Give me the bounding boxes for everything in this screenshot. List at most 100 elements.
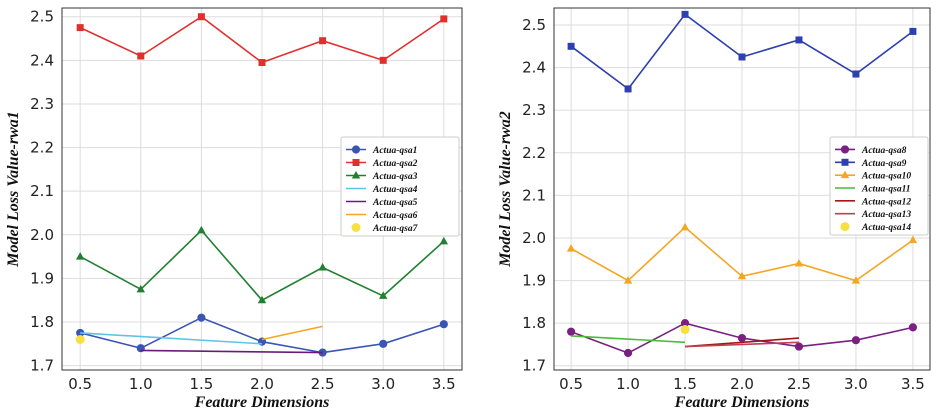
y-tick-label: 2.5 [30,8,54,26]
data-point [624,85,632,93]
legend-box [340,136,460,237]
data-point [136,284,145,293]
y-tick-label: 2.0 [522,229,546,247]
series-actua-qsa3 [75,225,449,304]
x-tick-label: 1.0 [129,375,153,393]
y-tick-label: 2.1 [30,182,54,200]
legend-label: Actua-qsa3 [372,172,418,182]
x-tick-label: 1.5 [673,375,697,393]
x-tick-label: 3.0 [371,375,395,393]
data-point [909,27,917,35]
y-tick-label: 2.3 [522,101,546,119]
y-tick-label: 1.7 [30,357,54,375]
data-point [567,42,575,50]
y-tick-label: 2.4 [30,51,54,69]
data-point [197,13,205,21]
data-point [197,225,206,234]
data-point [623,276,633,284]
legend-swatch-marker [840,145,850,154]
data-point [439,320,448,329]
x-tick-label: 3.0 [844,375,868,393]
data-point [908,323,918,332]
legend-item: Actua-qsa1 [346,145,417,156]
legend-item: Actua-qsa6 [346,211,418,221]
chart-2: 0.5 1.0 1.5 2.0 2.5 3.0 3.5 1.7 1.8 1.9 2.0 2.1 2.2 2… [497,7,931,411]
series-actua-qsa8 [566,319,918,358]
x-tick-label: 1.0 [616,375,640,393]
data-point [852,70,860,78]
legend-label: Actua-qsa11 [861,185,911,195]
chart-1: 0.5 1.0 1.5 2.0 2.5 3.0 3.5 1.7 1.8 1.9 2.0 2.1 2.2 2… [5,7,463,411]
legend-label: Actua-qsa2 [372,159,418,169]
data-point [566,327,576,336]
legend-item: Actua-qsa4 [346,185,418,195]
series-actua-qsa1 [76,313,448,357]
legend: Actua-qsa8 Actua-qsa9 Actua-qsa10 Actua-qsa… [829,136,929,236]
legend-item: Actua-qsa3 [346,171,418,182]
series-actua-qsa7 [75,334,85,344]
legend-label: Actua-qsa12 [861,197,911,207]
legend-item: Actua-qsa10 [835,170,911,182]
legend-swatch-marker [351,223,361,232]
y-axis-label: Model Loss Value-rwa2 [497,111,514,268]
legend-item: Actua-qsa2 [346,159,418,169]
x-tick-label: 2.5 [787,375,811,393]
data-point [566,244,576,252]
x-tick-label: 2.0 [250,375,274,393]
y-tick-label: 2.3 [30,95,54,113]
data-point [318,263,327,271]
legend-label: Actua-qsa1 [372,146,417,156]
series-actua-qsa9 [567,10,917,93]
legend-item: Actua-qsa11 [835,185,911,195]
data-point [440,15,448,23]
y-tick-label: 1.9 [30,269,54,287]
legend-item: Actua-qsa14 [840,222,911,233]
data-point [439,236,449,245]
legend-item: Actua-qsa8 [835,145,907,156]
y-tick-label: 2.4 [522,59,546,77]
legend-swatch-marker [840,170,850,179]
series-line [140,349,323,354]
data-point [257,295,267,304]
data-point [794,342,804,351]
legend-label: Actua-qsa7 [372,224,419,234]
series-line [261,325,323,341]
legend: Actua-qsa1 Actua-qsa2 Actua-qsa3 Actua-qsa4… [340,136,460,237]
y-tick-label: 2.1 [522,186,546,204]
legend-item: Actua-qsa9 [835,158,907,169]
legend-label: Actua-qsa5 [372,198,418,208]
data-point [794,259,804,267]
y-axis-label: Model Loss Value-rwa1 [5,111,22,268]
y-tick-label: 1.9 [522,272,546,290]
data-point [795,36,803,44]
data-point [680,222,690,231]
legend-label: Actua-qsa8 [861,146,907,156]
x-tick-label: 2.0 [730,375,754,393]
data-point [851,276,861,284]
legend-label: Actua-qsa4 [372,185,418,195]
legend-item: Actua-qsa5 [346,198,418,208]
data-point [379,339,388,348]
data-point [76,24,84,32]
series-line [684,341,800,348]
x-tick-label: 1.5 [189,375,213,393]
data-point [319,37,327,45]
series-actua-qsa14 [680,325,690,335]
legend-item: Actua-qsa12 [835,197,911,207]
x-tick-label: 3.5 [901,375,925,393]
plot-frame [553,7,931,371]
x-tick-label: 2.5 [311,375,335,393]
data-point [75,252,85,260]
series-actua-qsa6 [261,325,323,341]
data-point [258,59,266,67]
x-axis-label: Feature Dimensions [674,394,810,411]
data-point [197,313,206,322]
data-point [737,271,747,280]
data-point [379,56,387,64]
y-tick-label: 2.5 [522,16,546,34]
y-tick-label: 1.8 [522,314,546,332]
data-point [851,336,861,345]
y-tick-label: 2.2 [522,144,546,162]
